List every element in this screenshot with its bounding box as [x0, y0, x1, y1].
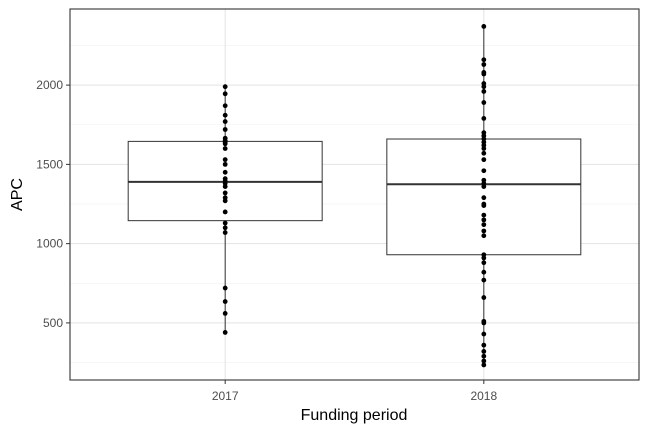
data-point	[481, 277, 487, 283]
point-layer	[222, 24, 487, 368]
data-point	[481, 57, 487, 63]
data-point	[222, 161, 228, 167]
x-tick-label: 2018	[470, 389, 497, 403]
x-axis-title: Funding period	[301, 407, 408, 424]
data-point	[481, 212, 487, 218]
data-point	[481, 255, 487, 261]
data-point	[481, 100, 487, 105]
data-point	[481, 233, 487, 239]
data-point	[481, 260, 487, 266]
data-point	[222, 184, 228, 189]
data-point	[481, 217, 487, 223]
data-point	[481, 71, 487, 77]
data-point	[481, 84, 487, 90]
data-point	[481, 222, 487, 228]
data-point	[222, 119, 228, 124]
data-point	[481, 24, 487, 29]
data-point	[222, 84, 228, 90]
data-point	[481, 168, 487, 174]
data-point	[222, 299, 228, 304]
y-tick-label: 2000	[36, 78, 63, 92]
plot-panel-border	[69, 8, 640, 381]
points-2018	[481, 24, 487, 368]
x-tick-label: 2017	[212, 389, 239, 403]
data-point	[222, 285, 228, 291]
data-point	[222, 112, 228, 118]
data-point	[481, 184, 487, 189]
data-point	[222, 146, 228, 151]
y-axis-title: APC	[9, 178, 26, 211]
data-point	[222, 141, 228, 147]
y-axis: 500 1000 1500 2000	[36, 78, 70, 330]
data-point	[481, 62, 487, 67]
data-point	[481, 358, 487, 364]
data-point	[222, 169, 228, 175]
data-point	[222, 330, 228, 335]
data-point	[222, 225, 228, 231]
data-point	[481, 203, 487, 208]
data-point	[481, 342, 487, 348]
data-point	[481, 353, 487, 359]
y-tick-label: 500	[43, 316, 63, 330]
y-tick-label: 1500	[36, 157, 63, 171]
data-point	[222, 220, 228, 226]
data-point	[481, 150, 487, 156]
data-point	[222, 198, 228, 204]
data-point	[222, 311, 228, 316]
data-point	[481, 349, 487, 354]
data-point	[481, 269, 487, 275]
data-point	[481, 295, 487, 300]
data-point	[481, 195, 487, 201]
data-point	[481, 146, 487, 151]
x-axis: 2017 2018	[212, 380, 497, 403]
y-tick-label: 1000	[36, 237, 63, 251]
data-point	[481, 320, 487, 326]
data-point	[481, 362, 487, 368]
data-point	[481, 89, 487, 94]
data-point	[222, 157, 228, 163]
data-point	[222, 209, 228, 215]
data-point	[222, 91, 228, 97]
points-2017	[222, 84, 228, 335]
data-point	[481, 115, 487, 121]
data-point	[481, 228, 487, 234]
data-point	[222, 127, 228, 132]
data-point	[481, 157, 487, 163]
data-point	[222, 190, 228, 196]
data-point	[222, 230, 228, 235]
data-point	[222, 103, 228, 109]
data-point	[481, 331, 487, 337]
